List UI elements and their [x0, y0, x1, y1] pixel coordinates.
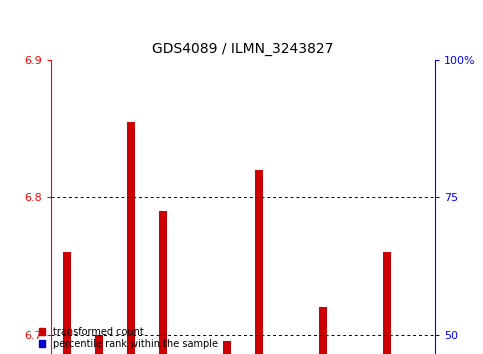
Bar — [223, 341, 231, 354]
Bar — [63, 252, 71, 354]
Title: GDS4089 / ILMN_3243827: GDS4089 / ILMN_3243827 — [152, 42, 333, 56]
Bar — [319, 307, 327, 354]
Bar — [255, 170, 263, 354]
Bar — [383, 252, 391, 354]
Bar — [159, 211, 167, 354]
Bar — [95, 335, 103, 354]
Bar — [127, 122, 135, 354]
Legend: transformed count, percentile rank within the sample: transformed count, percentile rank withi… — [39, 327, 218, 349]
